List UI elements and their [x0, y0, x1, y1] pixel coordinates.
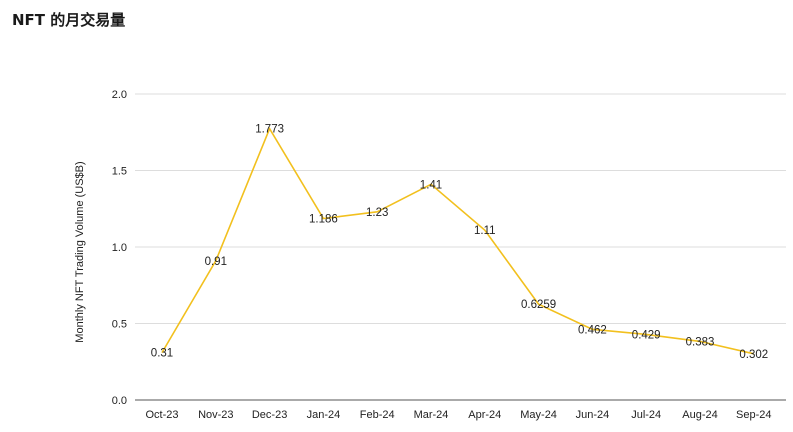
data-label: 0.302: [739, 349, 768, 361]
y-tick-labels: 0.0 0.5 1.0 1.5 2.0: [112, 89, 127, 407]
data-label: 1.773: [255, 124, 284, 136]
data-label: 0.91: [205, 256, 227, 268]
y-tick-label: 1.5: [112, 166, 127, 178]
y-tick-label: 0.0: [112, 395, 127, 407]
x-tick-label: Nov-23: [198, 409, 233, 421]
gridlines: [135, 93, 786, 401]
x-tick-label: May-24: [520, 409, 557, 421]
y-tick-label: 1.0: [112, 242, 127, 254]
data-label: 1.11: [474, 225, 496, 237]
chart-title: NFT 的月交易量: [12, 11, 126, 29]
data-labels: 0.31 0.91 1.773 1.186 1.23 1.41 1.11 0.6259 0.46…: [151, 124, 768, 361]
data-label: 0.31: [151, 348, 173, 360]
x-tick-label: Mar-24: [414, 409, 449, 421]
x-tick-label: Oct-23: [145, 409, 178, 421]
data-label: 0.462: [578, 324, 607, 336]
data-label: 1.23: [366, 207, 388, 219]
x-tick-label: Jun-24: [576, 409, 610, 421]
x-tick-label: Feb-24: [360, 409, 395, 421]
y-tick-label: 0.5: [112, 319, 127, 331]
x-tick-label: Sep-24: [736, 409, 771, 421]
data-label: 1.41: [420, 179, 442, 191]
x-tick-label: Jan-24: [307, 409, 341, 421]
data-label: 0.6259: [521, 299, 556, 311]
x-tick-label: Apr-24: [468, 409, 501, 421]
series-line: [161, 126, 754, 355]
data-label: 1.186: [309, 214, 338, 226]
data-label: 0.383: [686, 336, 715, 348]
x-tick-label: Jul-24: [631, 409, 661, 421]
y-tick-label: 2.0: [112, 89, 127, 101]
x-tick-label: Dec-23: [252, 409, 287, 421]
x-tick-labels: Oct-23 Nov-23 Dec-23 Jan-24 Feb-24 Mar-24 Apr-…: [145, 409, 771, 421]
x-tick-label: Aug-24: [682, 409, 717, 421]
data-label: 0.429: [632, 329, 661, 341]
